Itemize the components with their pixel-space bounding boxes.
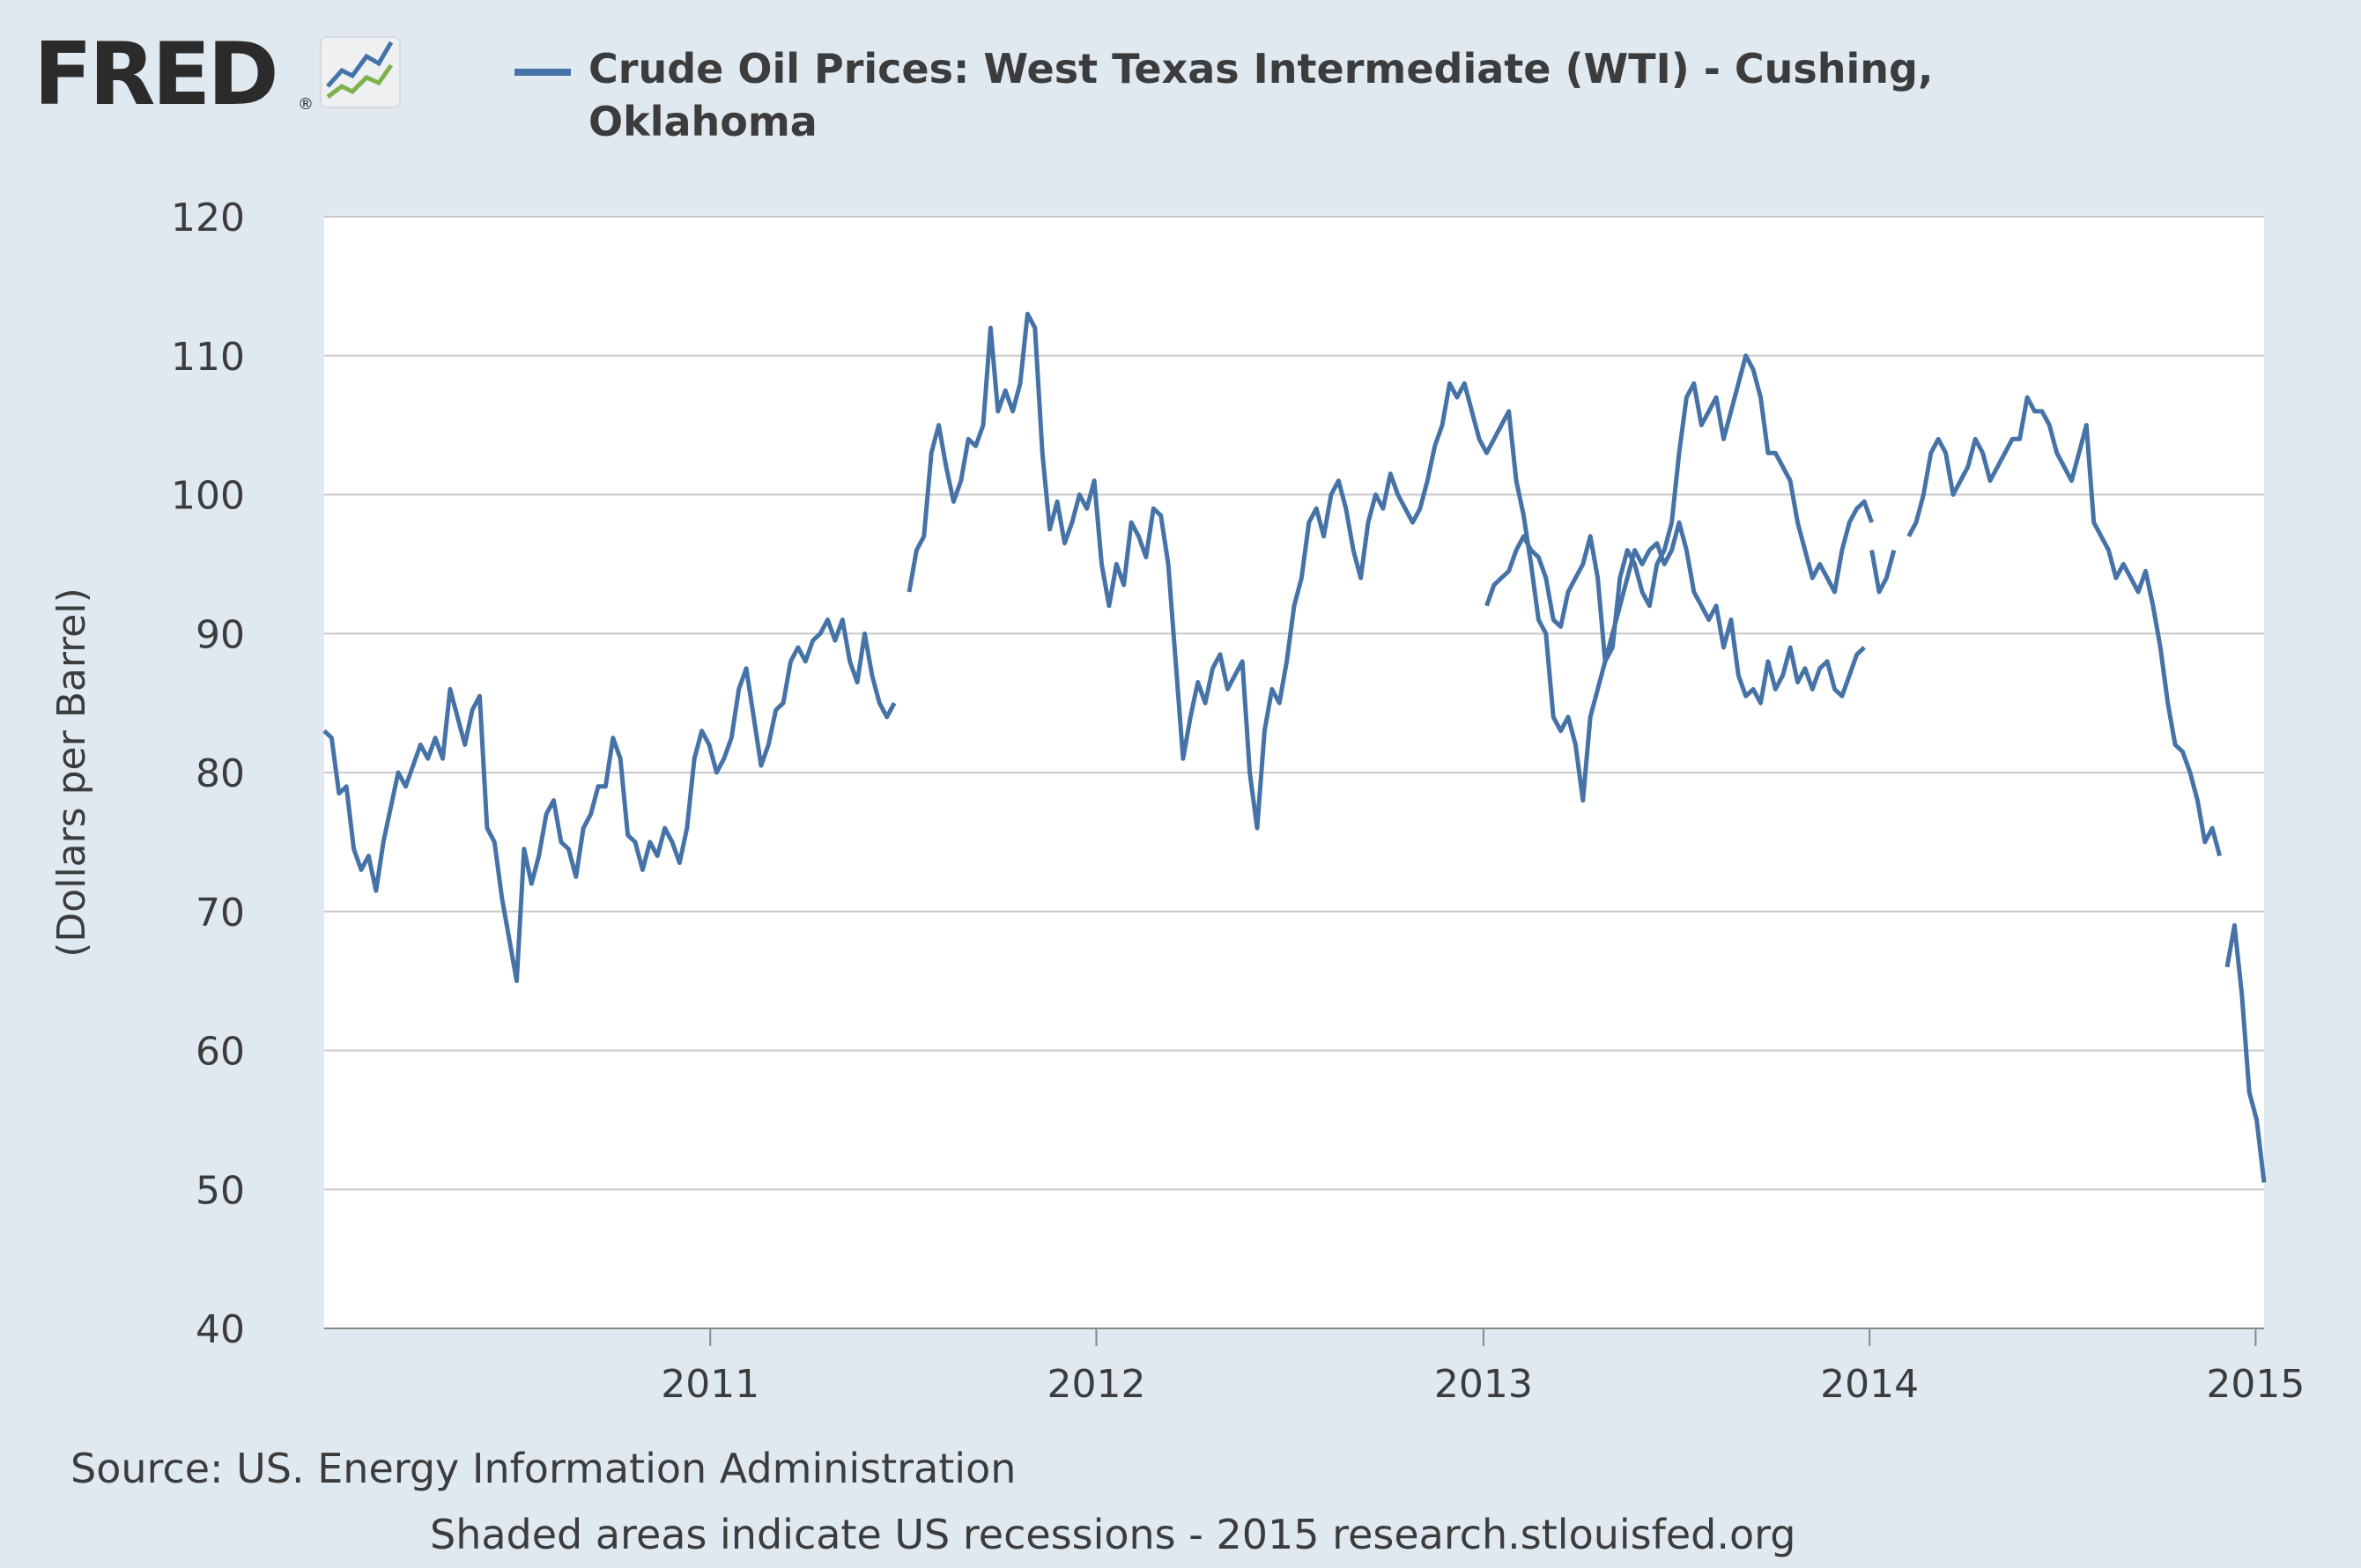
series-line-segment-6 [2224, 923, 2267, 1183]
fred-logo: FRED ® [33, 30, 401, 118]
recession-note: Shaded areas indicate US recessions - 20… [430, 1511, 1796, 1558]
x-tick-label-2015: 2015 [2206, 1362, 2305, 1407]
y-axis-label: (Dollars per Barrel) [49, 588, 94, 958]
chart-legend: Crude Oil Prices: West Texas Intermediat… [514, 42, 2012, 157]
series-line-segment-1 [322, 618, 897, 984]
x-axis-ticks: 2011 2012 2013 2014 2015 [661, 1328, 2305, 1407]
gridlines [324, 216, 2264, 1191]
series-line-segment-5 [1906, 395, 2223, 857]
x-tick-label-2013: 2013 [1434, 1362, 1533, 1407]
source-note: Source: US. Energy Information Administr… [70, 1445, 1017, 1492]
fred-logo-chart-icon [320, 36, 401, 108]
y-tick-label-40: 40 [196, 1307, 245, 1352]
y-tick-label-110: 110 [171, 335, 245, 380]
y-tick-label-90: 90 [196, 612, 245, 657]
x-tick-label-2011: 2011 [661, 1362, 759, 1407]
fred-registered-mark: ® [298, 95, 314, 114]
fred-logo-text: FRED [33, 30, 276, 118]
series-line-segment-3 [1484, 353, 1874, 664]
series-line-segment-4 [1869, 549, 1897, 595]
x-tick-label-2014: 2014 [1820, 1362, 1919, 1407]
y-tick-label-120: 120 [171, 196, 245, 240]
y-tick-label-100: 100 [171, 474, 245, 519]
series-line-segment-2 [907, 311, 1866, 831]
legend-series-swatch [514, 69, 571, 76]
y-tick-label-80: 80 [196, 751, 245, 796]
y-tick-label-70: 70 [196, 891, 245, 936]
y-tick-label-50: 50 [196, 1168, 245, 1213]
legend-series-label: Crude Oil Prices: West Texas Intermediat… [588, 45, 1934, 145]
series-wti [322, 311, 2267, 1183]
y-axis-tick-labels: 40 50 60 70 80 90 100 110 120 [171, 196, 245, 1352]
y-tick-label-60: 60 [196, 1030, 245, 1075]
x-tick-label-2012: 2012 [1047, 1362, 1145, 1407]
